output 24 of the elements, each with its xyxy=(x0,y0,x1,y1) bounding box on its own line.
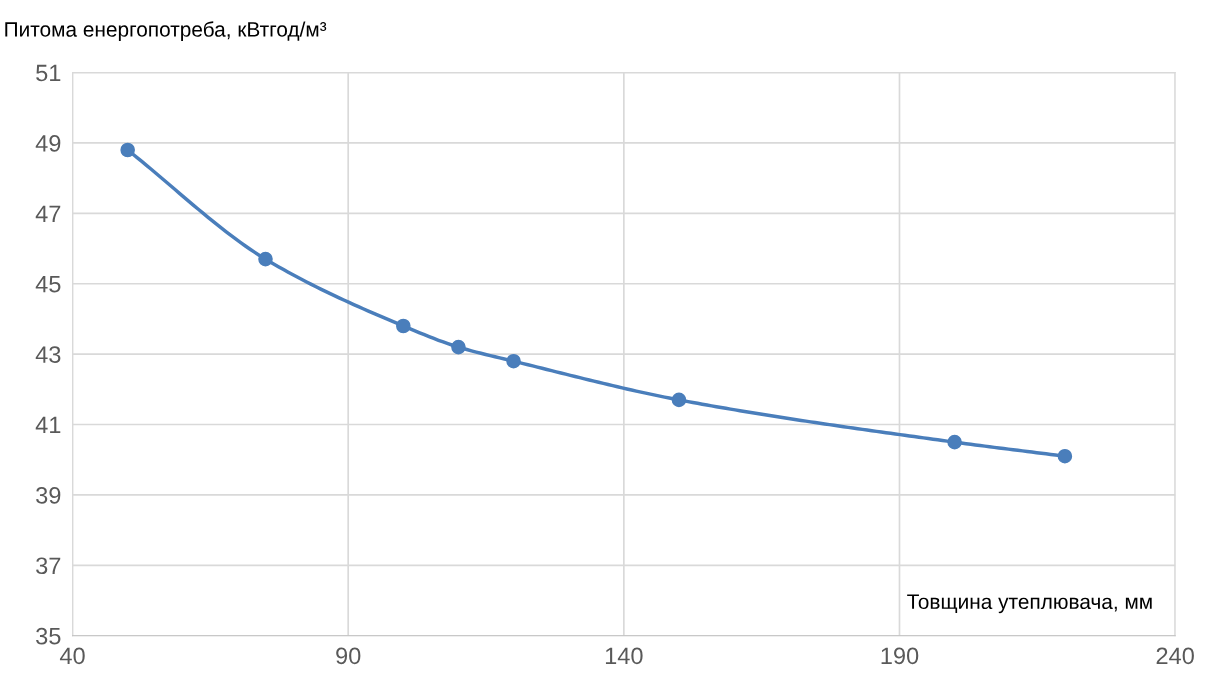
y-tick-label: 37 xyxy=(36,557,61,575)
point xyxy=(396,318,411,334)
x-tick-label: 90 xyxy=(336,647,361,665)
y-tick-label: 49 xyxy=(35,135,61,152)
y-axis-title: Питома енергопотреба, кВтгод/м³ xyxy=(5,21,327,41)
point xyxy=(506,353,521,369)
y-tick-label: 45 xyxy=(35,276,61,293)
point xyxy=(451,339,466,355)
y-tick-label: 41 xyxy=(35,416,61,434)
y-tick-label: 43 xyxy=(35,346,61,363)
x-tick-label: 190 xyxy=(881,647,919,665)
y-tick-label: 35 xyxy=(36,627,61,645)
point xyxy=(120,142,135,158)
x-tick-label: 40 xyxy=(59,647,85,665)
y-tick-label: 51 xyxy=(36,64,61,82)
y-tick-label: 39 xyxy=(36,487,61,504)
point xyxy=(947,434,962,450)
x-tick-label: 140 xyxy=(605,647,643,665)
point xyxy=(258,251,273,267)
x-axis-title: Товщина утеплювача, мм xyxy=(907,594,1152,614)
x-tick-label: 240 xyxy=(1156,647,1194,665)
point xyxy=(1057,448,1073,464)
point xyxy=(671,392,687,408)
y-tick-label: 47 xyxy=(35,205,61,222)
